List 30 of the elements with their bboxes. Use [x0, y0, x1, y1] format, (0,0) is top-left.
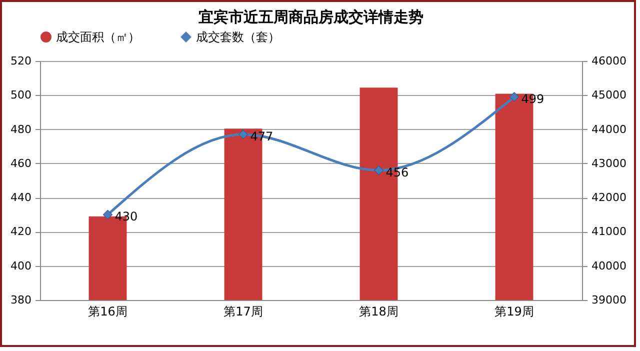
y-tick-label: 400	[10, 259, 32, 272]
y-tick-label: 500	[10, 88, 32, 102]
y2-tick-label: 44000	[592, 122, 626, 136]
legend-label: 成交面积（㎡）	[56, 30, 140, 44]
x-tick-label: 第19周	[494, 304, 534, 318]
y2-tick-label: 39000	[592, 294, 626, 306]
point	[102, 210, 113, 220]
y-tick-label: 460	[10, 156, 32, 170]
y2-tick-label: 45000	[592, 88, 626, 102]
y-tick-label: 480	[10, 122, 32, 136]
point	[374, 165, 384, 176]
point	[238, 130, 248, 140]
point	[509, 92, 520, 102]
y2-tick-label: 41000	[592, 225, 626, 238]
data-label: 477	[250, 129, 274, 144]
y2-tick-label: 40000	[592, 259, 626, 272]
y2-tick-label: 42000	[592, 191, 626, 204]
y2-tick-label: 43000	[592, 156, 626, 170]
y-tick-label: 520	[10, 54, 32, 68]
x-tick-label: 第16周	[88, 304, 128, 318]
y-tick-label: 440	[10, 191, 32, 204]
legend-label: 成交套数（套）	[196, 30, 280, 44]
y2-tick-label: 46000	[592, 54, 626, 68]
data-label: 430	[114, 210, 138, 224]
x-tick-label: 第17周	[224, 304, 263, 318]
y-tick-label: 380	[10, 294, 32, 306]
y-tick-label: 420	[10, 225, 32, 238]
x-tick-label: 第18周	[359, 304, 398, 318]
data-label: 456	[386, 165, 409, 180]
chart-title: 宜宾市近五周商品房成交详情走势	[198, 8, 424, 26]
